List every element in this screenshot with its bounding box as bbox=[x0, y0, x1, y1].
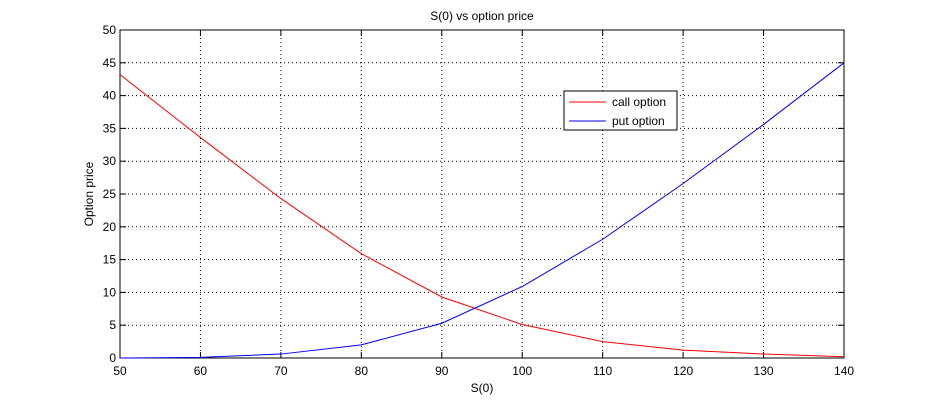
x-tick-label: 80 bbox=[355, 364, 369, 378]
series-line-put-option bbox=[119, 62, 845, 359]
axis-ticks: 50 60 70 80 90 100 110 120 130 140 0 5 10 15 20 25 30 35 4… bbox=[103, 23, 855, 378]
y-tick-label: 45 bbox=[103, 56, 117, 70]
y-tick-label: 40 bbox=[103, 89, 117, 103]
x-tick-label: 140 bbox=[834, 364, 854, 378]
y-tick-label: 5 bbox=[109, 318, 116, 332]
y-tick-label: 50 bbox=[103, 23, 117, 37]
y-tick-label: 10 bbox=[103, 285, 117, 299]
x-tick-label: 130 bbox=[754, 364, 774, 378]
x-tick-label: 50 bbox=[113, 364, 127, 378]
grid bbox=[120, 30, 844, 358]
y-tick-label: 35 bbox=[103, 121, 117, 135]
y-tick-label: 25 bbox=[103, 187, 117, 201]
legend-label-call-option: call option bbox=[612, 95, 666, 109]
y-tick-label: 0 bbox=[109, 351, 116, 365]
legend-box bbox=[563, 90, 678, 131]
x-tick-label: 100 bbox=[512, 364, 532, 378]
series-line-call-option bbox=[119, 74, 845, 358]
y-tick-label: 15 bbox=[103, 253, 117, 267]
x-axis-title: S(0) bbox=[471, 381, 494, 395]
y-tick-label: 20 bbox=[103, 220, 117, 234]
chart-title: S(0) vs option price bbox=[430, 9, 534, 23]
legend: call option put option bbox=[563, 90, 678, 131]
x-tick-label: 60 bbox=[194, 364, 208, 378]
series-lines bbox=[119, 62, 845, 359]
legend-label-put-option: put option bbox=[612, 114, 665, 128]
x-tick-label: 90 bbox=[435, 364, 449, 378]
x-tick-label: 110 bbox=[593, 364, 612, 378]
y-axis-title: Option price bbox=[82, 161, 96, 226]
x-tick-label: 120 bbox=[673, 364, 693, 378]
y-tick-label: 30 bbox=[103, 154, 117, 168]
x-tick-label: 70 bbox=[274, 364, 288, 378]
